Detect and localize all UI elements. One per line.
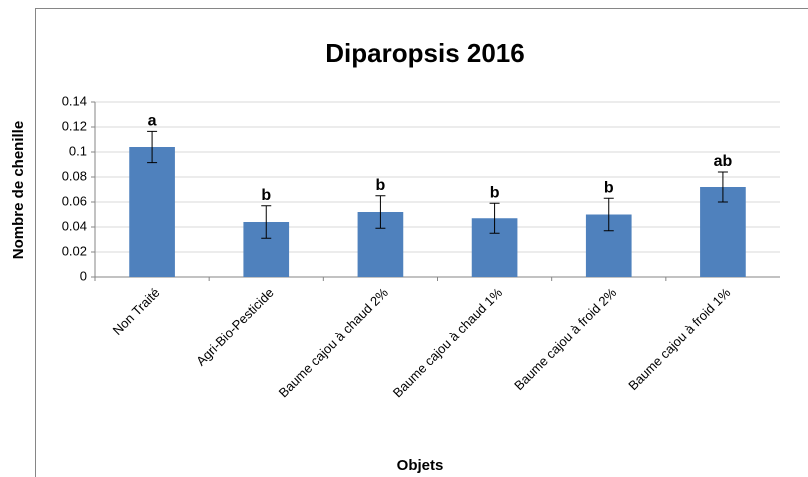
y-tick-label: 0.14: [62, 93, 87, 108]
chart-title: Diparopsis 2016: [325, 38, 524, 68]
y-tick-label: 0.1: [69, 143, 87, 158]
x-axis-label: Objets: [397, 457, 444, 474]
annotation: b: [376, 177, 386, 194]
y-tick-label: 0.08: [62, 168, 87, 183]
annotation: ab: [714, 153, 733, 170]
annotation: b: [604, 179, 614, 196]
y-tick-label: 0.04: [62, 218, 87, 233]
annotation: b: [490, 184, 500, 201]
annotation: a: [148, 113, 157, 130]
y-tick-label: 0.02: [62, 243, 87, 258]
bar: [129, 147, 175, 277]
annotation: b: [261, 187, 271, 204]
y-tick-label: 0: [80, 268, 87, 283]
y-tick-label: 0.12: [62, 118, 87, 133]
y-axis-label: Nombre de chenille: [10, 121, 27, 259]
y-tick-label: 0.06: [62, 193, 87, 208]
